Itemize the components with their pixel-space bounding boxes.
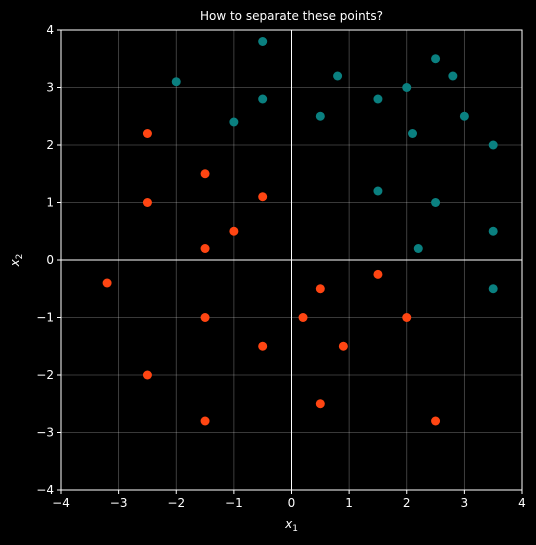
point-series-1 — [373, 186, 383, 196]
y-tick-label: 0 — [46, 253, 54, 267]
point-series-2 — [402, 313, 412, 322]
point-series-1 — [258, 94, 268, 104]
point-series-2 — [298, 313, 308, 322]
point-series-2 — [200, 313, 210, 322]
x-axis-label: x1 — [284, 517, 298, 534]
point-series-2 — [102, 278, 112, 288]
y-tick-label: −2 — [36, 368, 54, 382]
x-tick-label: 2 — [403, 496, 411, 510]
x-tick-label: 0 — [288, 496, 296, 510]
point-series-2 — [142, 198, 152, 207]
point-series-2 — [258, 341, 268, 351]
chart-title: How to separate these points? — [200, 9, 383, 23]
point-series-1 — [408, 129, 418, 138]
point-series-1 — [413, 244, 423, 253]
point-series-2 — [200, 416, 210, 426]
y-ticks: −4 −3 −2 −1 0 1 2 3 4 — [36, 23, 61, 497]
x-axis-label-main: x — [284, 517, 293, 531]
point-series-1 — [431, 54, 441, 64]
point-series-2 — [315, 399, 325, 409]
x-tick-label: 1 — [345, 496, 353, 510]
y-tick-label: 3 — [46, 81, 54, 95]
point-series-1 — [315, 111, 325, 121]
point-series-1 — [171, 77, 181, 87]
x-tick-label: −4 — [52, 496, 70, 510]
point-series-2 — [373, 269, 383, 279]
y-tick-label: −4 — [36, 483, 54, 497]
point-series-1 — [459, 111, 469, 121]
point-series-1 — [488, 226, 498, 236]
point-series-1 — [373, 94, 383, 104]
point-series-2 — [229, 226, 239, 236]
y-tick-label: 2 — [46, 138, 54, 152]
x-tick-label: −1 — [225, 496, 243, 510]
x-axis-label-sub: 1 — [292, 524, 298, 534]
x-tick-label: −3 — [110, 496, 128, 510]
point-series-2 — [258, 192, 268, 202]
point-series-2 — [142, 370, 152, 380]
point-series-1 — [258, 37, 268, 46]
x-tick-label: 4 — [518, 496, 526, 510]
zero-axes — [61, 30, 522, 490]
data-points — [102, 37, 498, 426]
y-tick-label: −3 — [36, 426, 54, 440]
x-tick-label: 3 — [461, 496, 469, 510]
y-axis-label: x2 — [8, 254, 25, 268]
y-axis-label-sub: 2 — [15, 254, 25, 260]
point-series-1 — [488, 140, 498, 150]
y-tick-label: 4 — [46, 23, 54, 37]
point-series-1 — [488, 284, 498, 294]
point-series-2 — [315, 284, 325, 294]
point-series-1 — [229, 117, 239, 127]
y-axis-label-main: x — [8, 258, 22, 267]
y-tick-label: 1 — [46, 196, 54, 210]
point-series-2 — [338, 341, 348, 351]
point-series-1 — [402, 83, 412, 92]
point-series-1 — [431, 198, 441, 207]
point-series-2 — [431, 416, 441, 426]
point-series-2 — [142, 129, 152, 138]
point-series-1 — [448, 71, 458, 81]
point-series-2 — [200, 244, 210, 253]
point-series-1 — [333, 71, 343, 81]
point-series-2 — [200, 169, 210, 179]
y-tick-label: −1 — [36, 311, 54, 325]
x-tick-label: −2 — [167, 496, 185, 510]
x-ticks: −4 −3 −2 −1 0 1 2 3 4 — [52, 490, 526, 510]
